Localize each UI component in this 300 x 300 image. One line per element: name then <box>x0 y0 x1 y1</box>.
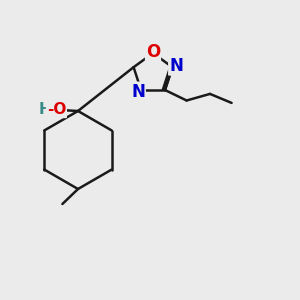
Text: H: H <box>39 102 51 117</box>
Text: N: N <box>169 57 183 75</box>
Text: N: N <box>131 82 145 100</box>
Text: -O: -O <box>47 102 66 117</box>
Text: O: O <box>146 43 160 61</box>
